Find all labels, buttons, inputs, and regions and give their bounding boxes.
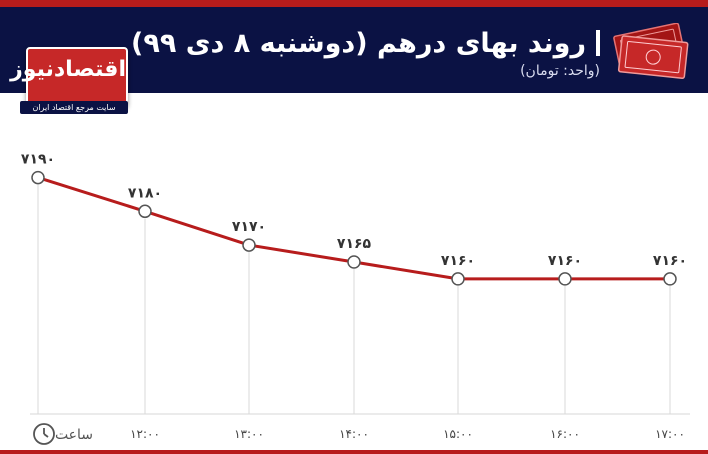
data-label: ۷۱۶۰ <box>441 253 475 269</box>
title-bar <box>596 30 600 56</box>
bottom-accent-strip <box>0 450 708 454</box>
banknotes-icon <box>613 23 689 80</box>
data-label: ۷۱۷۰ <box>232 219 266 235</box>
label-layer: ۷۱۹۰ ۷۱۸۰ ۷۱۷۰ ۷۱۶۵ ۷۱۶۰ ۷۱۶۰ ۷۱۶۰ ۱۲:۰۰ ۱۳:۰۰ ۱۴… <box>21 152 687 443</box>
data-point <box>31 170 45 185</box>
data-label: ۷۱۶۰ <box>548 253 582 269</box>
x-tick-label: ۱۳:۰۰ <box>234 427 264 441</box>
unit-label: (واحد: تومان) <box>520 63 600 79</box>
x-axis-title: ساعت <box>55 427 93 443</box>
data-point <box>663 272 677 286</box>
data-point <box>451 272 465 286</box>
line-chart: ۷۱۹۰ ۷۱۸۰ ۷۱۷۰ ۷۱۶۵ ۷۱۶۰ ۷۱۶۰ ۷۱۶۰ ۱۲:۰۰ ۱۳:۰۰ ۱۴… <box>21 152 690 445</box>
data-point <box>242 238 256 252</box>
data-label: ۷۱۹۰ <box>21 152 55 168</box>
logo-tagline: سایت مرجع اقتصاد ایران <box>20 101 128 114</box>
clock-face <box>33 423 55 445</box>
data-label: ۷۱۶۵ <box>337 236 372 252</box>
logo-name: اقتصادنیوز <box>10 57 126 82</box>
data-point <box>558 272 572 286</box>
x-tick-label: ۱۴:۰۰ <box>339 427 369 441</box>
chart-title-text: روند بهای درهم (دوشنبه ۸ دی ۹۹) <box>131 28 586 59</box>
x-tick-label: ۱۲:۰۰ <box>130 427 160 441</box>
chart-title: روند بهای درهم (دوشنبه ۸ دی ۹۹) <box>131 27 600 61</box>
data-point <box>138 204 152 219</box>
clock-hand-minute <box>43 433 49 438</box>
x-tick-label: ۱۶:۰۰ <box>550 427 580 441</box>
data-label: ۷۱۶۰ <box>653 253 687 269</box>
x-tick-label: ۱۵:۰۰ <box>443 427 473 441</box>
grid-layer <box>37 184 671 414</box>
top-accent-strip <box>0 0 708 7</box>
title-block: روند بهای درهم (دوشنبه ۸ دی ۹۹) (واحد: ت… <box>131 27 600 79</box>
data-label: ۷۱۸۰ <box>128 185 162 201</box>
x-tick-label: ۱۷:۰۰ <box>655 427 685 441</box>
point-layer <box>31 170 677 286</box>
data-point <box>347 255 361 269</box>
clock-icon <box>33 423 55 445</box>
brand-logo: اقتصادنیوز <box>10 47 128 107</box>
axis-layer <box>30 413 690 445</box>
